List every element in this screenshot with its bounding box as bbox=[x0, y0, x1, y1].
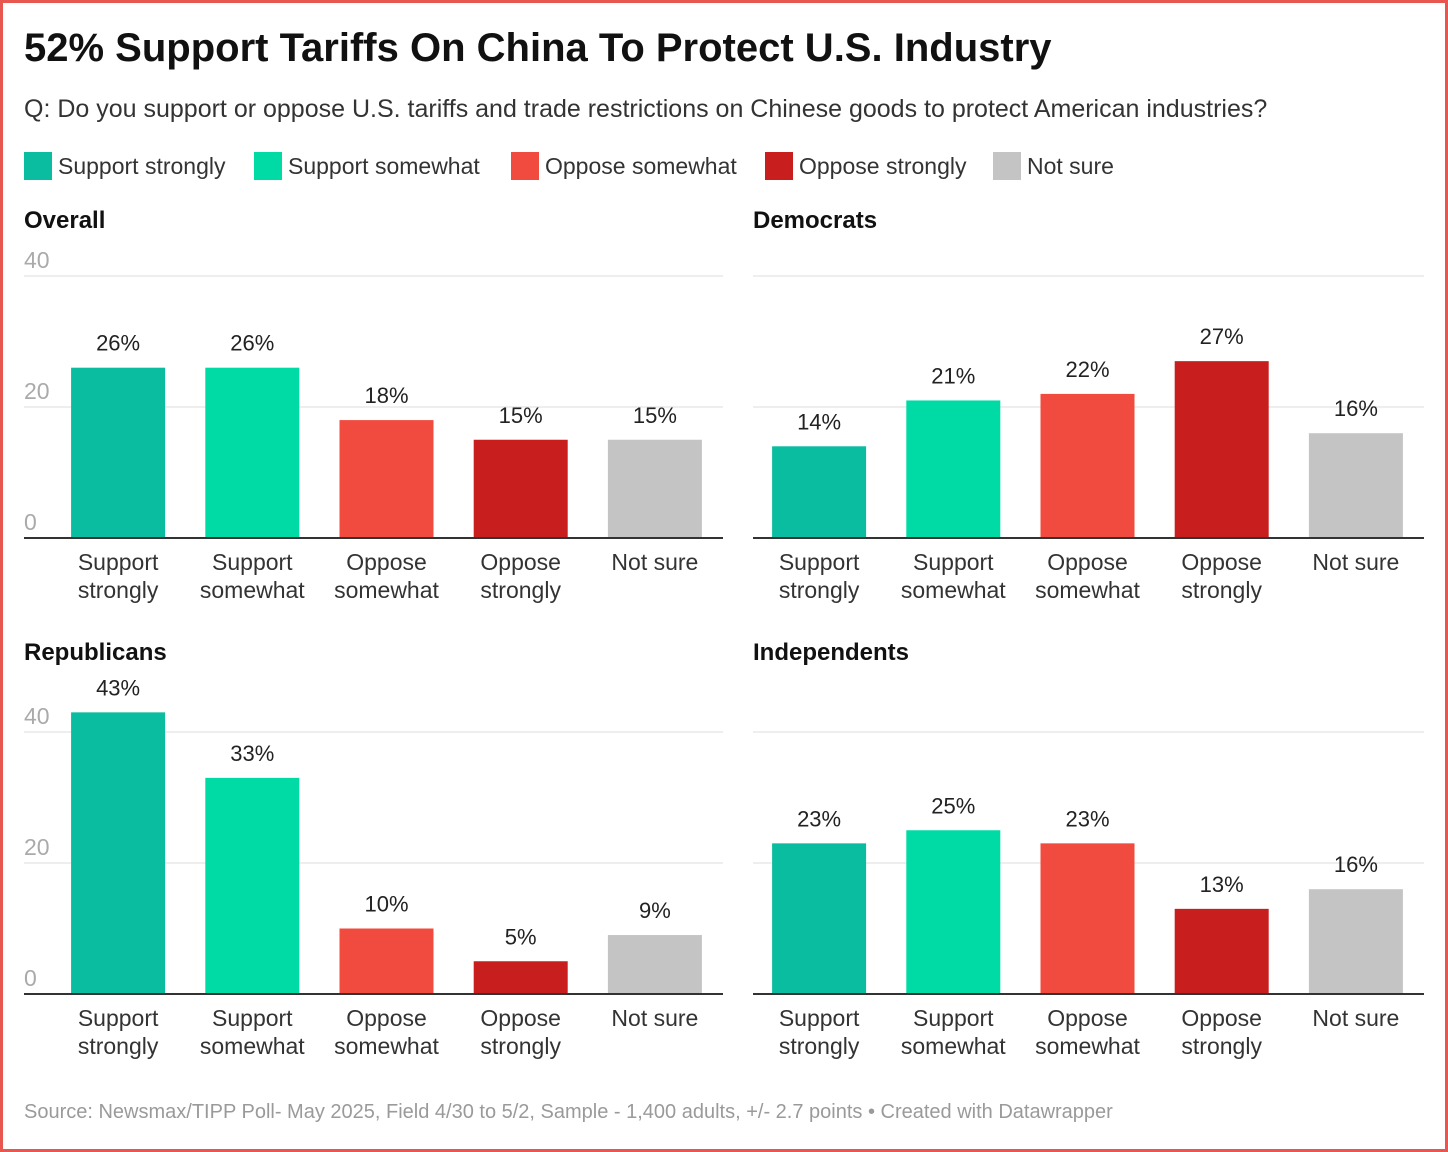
category-label: Support strongly bbox=[78, 549, 159, 603]
data-label: 21% bbox=[931, 363, 975, 388]
bar-oppose-somewhat bbox=[1040, 393, 1135, 538]
panel-title: Independents bbox=[753, 639, 909, 666]
legend-label: Oppose somewhat bbox=[545, 152, 737, 179]
legend-item-support-somewhat: Support somewhat bbox=[254, 150, 480, 182]
category-label: Support strongly bbox=[779, 1005, 860, 1059]
legend-label: Support somewhat bbox=[288, 152, 480, 179]
data-label: 33% bbox=[230, 741, 274, 766]
bar-support-somewhat bbox=[906, 400, 1001, 538]
panel-democrats: Democrats 14% Support strongly 21% Support som… bbox=[753, 207, 1424, 603]
legend-label: Not sure bbox=[1027, 152, 1114, 179]
bar-support-strongly bbox=[772, 446, 867, 538]
panel-independents: Independents 23% Support strongly 25% Support… bbox=[753, 639, 1424, 1059]
bar-oppose-strongly bbox=[473, 439, 568, 538]
panel-title: Republicans bbox=[24, 639, 167, 666]
bar-oppose-somewhat bbox=[339, 928, 434, 994]
data-label: 15% bbox=[633, 403, 677, 428]
panel-title: Overall bbox=[24, 207, 105, 234]
bar-not-sure bbox=[607, 935, 702, 994]
category-label: Not sure bbox=[611, 1005, 698, 1031]
legend-item-oppose-somewhat: Oppose somewhat bbox=[511, 150, 737, 182]
panel-title: Democrats bbox=[753, 207, 877, 234]
bar-support-somewhat bbox=[205, 777, 300, 994]
bar-oppose-somewhat bbox=[339, 420, 434, 538]
y-tick-label: 20 bbox=[24, 378, 50, 404]
category-label: Not sure bbox=[1312, 549, 1399, 575]
data-label: 14% bbox=[797, 409, 841, 434]
data-label: 27% bbox=[1200, 324, 1244, 349]
bar-support-strongly bbox=[772, 843, 867, 994]
data-label: 16% bbox=[1334, 852, 1378, 877]
y-tick-label: 0 bbox=[24, 965, 37, 991]
legend-swatch bbox=[254, 152, 282, 180]
data-label: 13% bbox=[1200, 872, 1244, 897]
data-label: 22% bbox=[1065, 357, 1109, 382]
category-label: Oppose somewhat bbox=[1035, 1005, 1140, 1059]
bar-support-strongly bbox=[71, 367, 166, 538]
category-label: Not sure bbox=[611, 549, 698, 575]
source-footer: Source: Newsmax/TIPP Poll- May 2025, Fie… bbox=[24, 1101, 1113, 1123]
category-label: Support somewhat bbox=[200, 549, 305, 603]
y-tick-label: 40 bbox=[24, 247, 50, 273]
bar-not-sure bbox=[1308, 889, 1403, 994]
bar-oppose-strongly bbox=[1174, 361, 1269, 538]
legend-swatch bbox=[993, 152, 1021, 180]
data-label: 9% bbox=[639, 898, 671, 923]
panel-overall: Overall 0 20 40 26% Support strongly 26% Support… bbox=[24, 207, 723, 603]
category-label: Oppose strongly bbox=[1181, 549, 1262, 603]
legend-swatch bbox=[765, 152, 793, 180]
data-label: 26% bbox=[230, 331, 274, 356]
category-label: Support somewhat bbox=[901, 1005, 1006, 1059]
category-label: Support somewhat bbox=[200, 1005, 305, 1059]
category-label: Oppose strongly bbox=[480, 1005, 561, 1059]
bar-oppose-strongly bbox=[1174, 908, 1269, 994]
data-label: 15% bbox=[499, 403, 543, 428]
legend-item-support-strongly: Support strongly bbox=[24, 150, 225, 182]
category-label: Oppose somewhat bbox=[334, 1005, 439, 1059]
bar-oppose-strongly bbox=[473, 961, 568, 994]
category-label: Support strongly bbox=[779, 549, 860, 603]
chart-subtitle: Q: Do you support or oppose U.S. tariffs… bbox=[24, 95, 1268, 123]
data-label: 16% bbox=[1334, 396, 1378, 421]
y-tick-label: 0 bbox=[24, 509, 37, 535]
bar-support-strongly bbox=[71, 712, 166, 994]
data-label: 25% bbox=[931, 793, 975, 818]
data-label: 18% bbox=[364, 383, 408, 408]
data-label: 23% bbox=[1065, 806, 1109, 831]
chart-title: 52% Support Tariffs On China To Protect … bbox=[24, 26, 1052, 70]
bar-support-somewhat bbox=[205, 367, 300, 538]
category-label: Oppose strongly bbox=[480, 549, 561, 603]
category-label: Oppose strongly bbox=[1181, 1005, 1262, 1059]
legend-label: Support strongly bbox=[58, 152, 226, 179]
data-label: 23% bbox=[797, 806, 841, 831]
category-label: Not sure bbox=[1312, 1005, 1399, 1031]
data-label: 43% bbox=[96, 675, 140, 700]
category-label: Support somewhat bbox=[901, 549, 1006, 603]
legend-swatch bbox=[24, 152, 52, 180]
bar-not-sure bbox=[607, 439, 702, 538]
y-tick-label: 40 bbox=[24, 703, 50, 729]
legend-label: Oppose strongly bbox=[799, 152, 967, 179]
bar-oppose-somewhat bbox=[1040, 843, 1135, 994]
data-label: 5% bbox=[505, 924, 537, 949]
category-label: Oppose somewhat bbox=[334, 549, 439, 603]
bar-not-sure bbox=[1308, 433, 1403, 538]
category-label: Oppose somewhat bbox=[1035, 549, 1140, 603]
bar-support-somewhat bbox=[906, 830, 1001, 994]
y-tick-label: 20 bbox=[24, 834, 50, 860]
panel-republicans: Republicans 0 20 40 43% Support strongly 33% Sup… bbox=[24, 639, 723, 1059]
category-label: Support strongly bbox=[78, 1005, 159, 1059]
legend-item-not-sure: Not sure bbox=[993, 150, 1114, 182]
data-label: 10% bbox=[364, 892, 408, 917]
legend-item-oppose-strongly: Oppose strongly bbox=[765, 150, 966, 182]
legend-swatch bbox=[511, 152, 539, 180]
data-label: 26% bbox=[96, 331, 140, 356]
